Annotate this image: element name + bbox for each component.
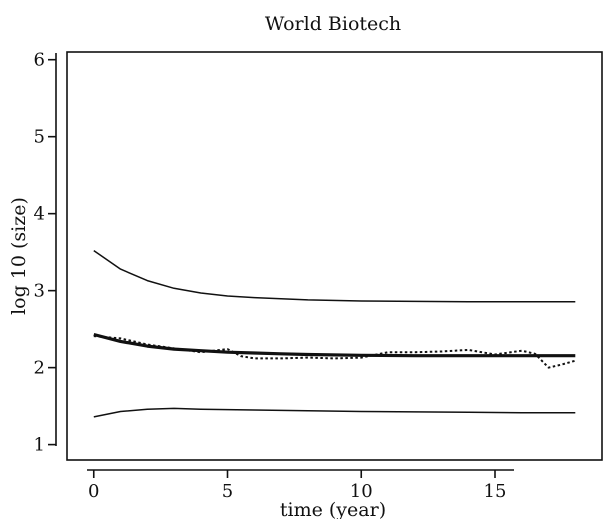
y-tick-label: 3 [34, 281, 45, 302]
series-line-2 [93, 332, 576, 358]
y-tick-label: 1 [34, 435, 45, 456]
series-line-3 [93, 335, 576, 369]
x-tick-label: 15 [484, 481, 507, 502]
y-ticks: 1 2 3 4 5 6 [34, 50, 56, 456]
x-tick-label: 0 [88, 481, 99, 502]
y-tick-label: 5 [34, 127, 45, 148]
series-layer [93, 249, 576, 418]
y-tick-label: 4 [34, 204, 45, 225]
plot-frame [66, 51, 603, 461]
chart-title: World Biotech [265, 13, 401, 35]
series-line-1 [93, 249, 576, 303]
series-line-4 [93, 407, 576, 418]
y-tick-label: 6 [34, 50, 45, 71]
y-tick-label: 2 [34, 358, 45, 379]
x-tick-label: 10 [350, 481, 373, 502]
x-tick-label: 5 [222, 481, 233, 502]
x-axis-label: time (year) [280, 499, 386, 519]
x-ticks: 0 5 10 15 [88, 470, 506, 502]
y-axis-label: log 10 (size) [8, 197, 30, 315]
